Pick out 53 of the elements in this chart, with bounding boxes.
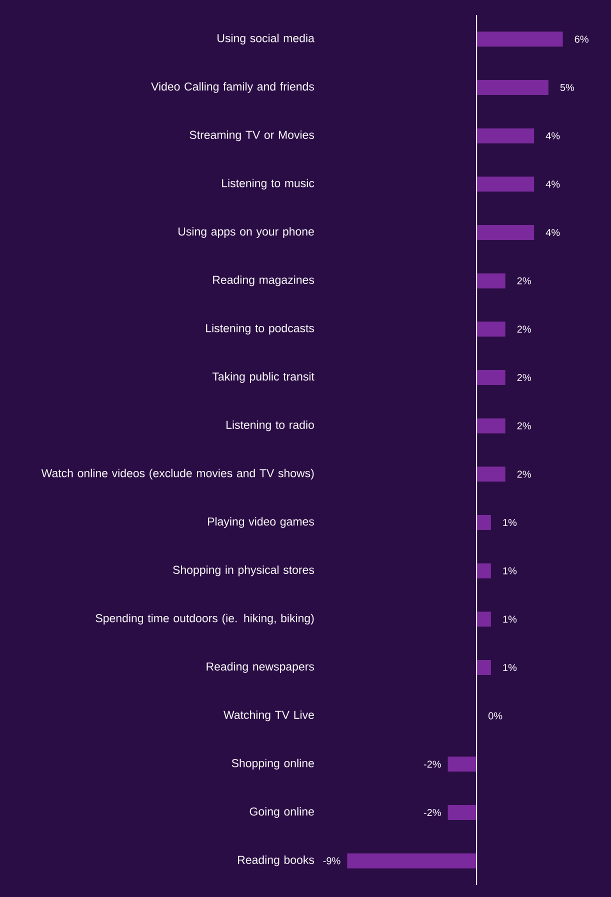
y-tick-label: Using apps on your phone bbox=[178, 227, 314, 238]
data-label: -9% bbox=[323, 857, 340, 864]
bar bbox=[476, 225, 534, 240]
y-tick-label: Going online bbox=[250, 807, 314, 818]
bar bbox=[476, 128, 534, 144]
bar bbox=[476, 370, 506, 386]
bar bbox=[476, 612, 491, 627]
bar bbox=[476, 418, 506, 434]
data-label: 2% bbox=[517, 277, 531, 284]
data-label: 1% bbox=[503, 664, 517, 672]
data-label: 4% bbox=[546, 228, 560, 236]
data-label: 0% bbox=[488, 712, 502, 720]
data-label: 6% bbox=[574, 36, 588, 43]
y-tick-label: Playing video games bbox=[208, 517, 314, 528]
data-label: 4% bbox=[546, 180, 560, 188]
bar bbox=[476, 466, 506, 482]
bar bbox=[476, 660, 491, 676]
bar bbox=[476, 273, 506, 288]
y-tick-label: Taking public transit bbox=[212, 372, 314, 383]
bar bbox=[448, 756, 477, 772]
bar bbox=[476, 80, 548, 96]
y-tick-label: Watching TV Live bbox=[224, 710, 314, 722]
y-tick-label: Listening to music bbox=[222, 178, 314, 190]
data-label: 1% bbox=[503, 616, 517, 623]
bar bbox=[476, 563, 491, 578]
bar bbox=[476, 515, 491, 530]
data-label: -2% bbox=[424, 808, 441, 816]
y-tick-label: Listening to podcasts bbox=[206, 324, 314, 335]
data-label: -2% bbox=[424, 760, 441, 768]
data-label: 4% bbox=[546, 132, 560, 140]
y-tick-label: Reading books bbox=[238, 855, 314, 866]
data-label: 5% bbox=[560, 84, 574, 92]
bar bbox=[476, 322, 506, 337]
data-label: 2% bbox=[517, 326, 531, 333]
bar bbox=[448, 805, 477, 820]
y-tick-label: Shopping in physical stores bbox=[173, 565, 314, 576]
y-tick-label: Shopping online bbox=[232, 758, 314, 770]
data-label: 2% bbox=[517, 470, 531, 478]
y-tick-label: Reading magazines bbox=[213, 275, 314, 286]
data-label: 1% bbox=[503, 519, 517, 526]
y-tick-label: Spending time outdoors (ie. hiking, biking) bbox=[96, 614, 314, 625]
data-label: 2% bbox=[517, 374, 531, 382]
y-tick-label: Reading newspapers bbox=[206, 662, 314, 673]
y-tick-label: Watch online videos (exclude movies and TV shows) bbox=[41, 468, 314, 480]
y-tick-label: Video Calling family and friends bbox=[151, 82, 314, 93]
y-tick-label: Listening to radio bbox=[226, 420, 314, 432]
data-label: 2% bbox=[517, 422, 531, 430]
bar bbox=[476, 176, 534, 192]
data-label: 1% bbox=[503, 567, 517, 574]
y-tick-label: Using social media bbox=[218, 34, 314, 45]
y-tick-label: Streaming TV or Movies bbox=[190, 130, 314, 142]
bar bbox=[476, 32, 563, 47]
bar bbox=[347, 853, 477, 868]
